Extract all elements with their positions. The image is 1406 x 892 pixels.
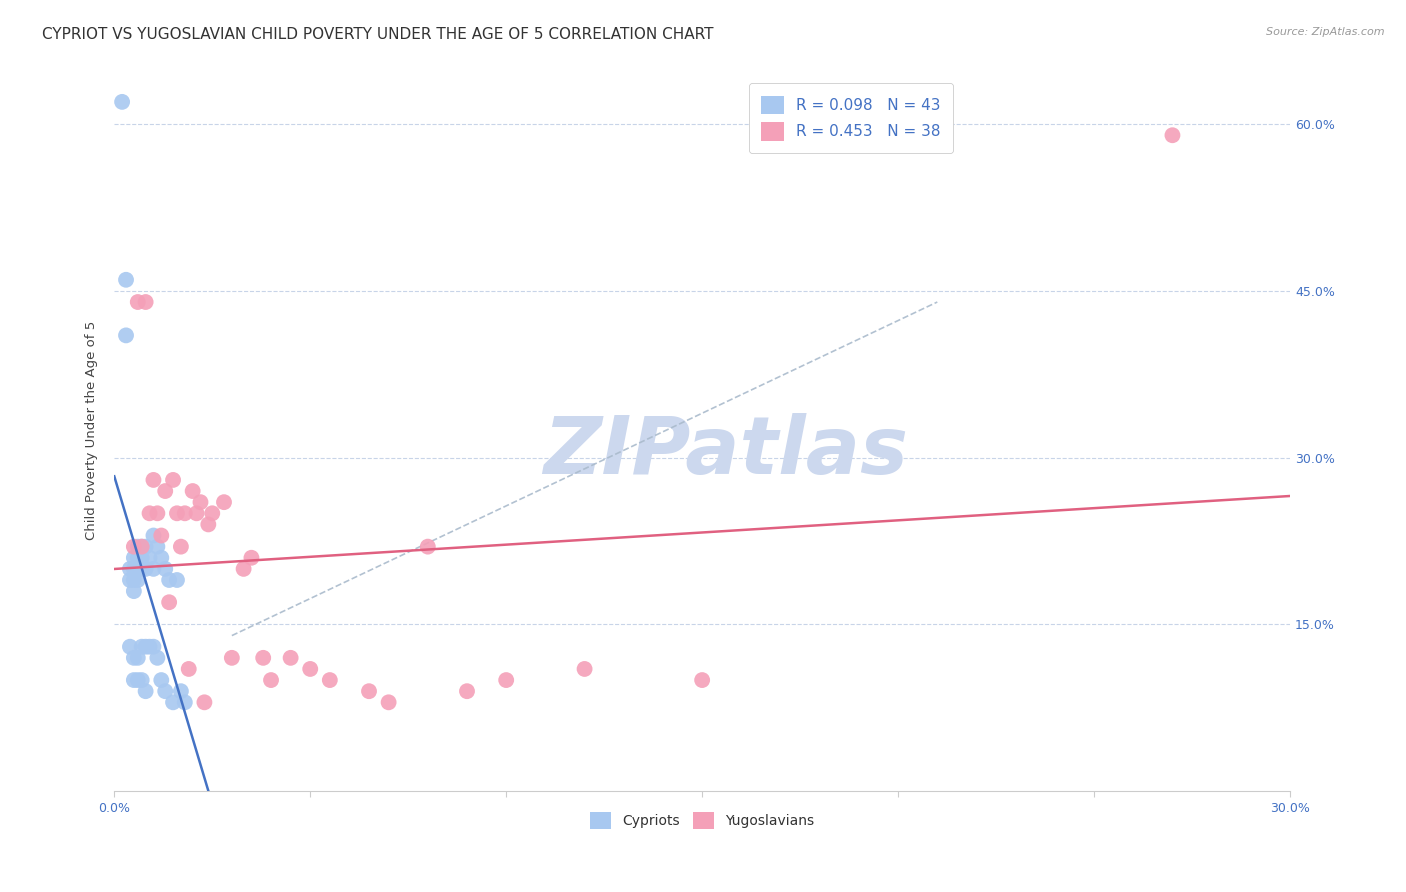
Point bbox=[1161, 128, 1184, 143]
Point bbox=[357, 684, 380, 698]
Point bbox=[157, 573, 180, 587]
Point bbox=[142, 528, 165, 542]
Point bbox=[377, 695, 399, 709]
Point bbox=[252, 650, 274, 665]
Point bbox=[232, 562, 254, 576]
Point bbox=[122, 550, 145, 565]
Point bbox=[122, 673, 145, 687]
Point bbox=[122, 562, 145, 576]
Point bbox=[135, 640, 157, 654]
Point bbox=[122, 573, 145, 587]
Point bbox=[212, 495, 235, 509]
Point bbox=[574, 662, 596, 676]
Point bbox=[150, 528, 173, 542]
Point bbox=[456, 684, 478, 698]
Text: Source: ZipAtlas.com: Source: ZipAtlas.com bbox=[1267, 27, 1385, 37]
Text: CYPRIOT VS YUGOSLAVIAN CHILD POVERTY UNDER THE AGE OF 5 CORRELATION CHART: CYPRIOT VS YUGOSLAVIAN CHILD POVERTY UND… bbox=[42, 27, 714, 42]
Point bbox=[138, 550, 160, 565]
Point bbox=[177, 662, 200, 676]
Point bbox=[299, 662, 322, 676]
Point bbox=[193, 695, 215, 709]
Point bbox=[131, 540, 153, 554]
Point bbox=[146, 650, 169, 665]
Point bbox=[170, 540, 193, 554]
Point bbox=[221, 650, 243, 665]
Point bbox=[138, 640, 160, 654]
Point bbox=[150, 550, 173, 565]
Point bbox=[127, 540, 149, 554]
Point bbox=[146, 506, 169, 520]
Point bbox=[150, 673, 173, 687]
Point bbox=[127, 673, 149, 687]
Point bbox=[135, 295, 157, 310]
Point bbox=[131, 562, 153, 576]
Point bbox=[131, 540, 153, 554]
Point bbox=[122, 540, 145, 554]
Point bbox=[127, 573, 149, 587]
Text: ZIPatlas: ZIPatlas bbox=[543, 413, 908, 491]
Point bbox=[118, 640, 141, 654]
Point bbox=[131, 640, 153, 654]
Point bbox=[173, 695, 195, 709]
Legend: Cypriots, Yugoslavians: Cypriots, Yugoslavians bbox=[585, 807, 820, 835]
Point bbox=[495, 673, 517, 687]
Point bbox=[142, 473, 165, 487]
Point bbox=[416, 540, 439, 554]
Point bbox=[142, 562, 165, 576]
Point bbox=[240, 550, 263, 565]
Point bbox=[319, 673, 342, 687]
Point bbox=[162, 695, 184, 709]
Point bbox=[131, 673, 153, 687]
Point bbox=[111, 95, 134, 109]
Y-axis label: Child Poverty Under the Age of 5: Child Poverty Under the Age of 5 bbox=[86, 320, 98, 540]
Point bbox=[127, 550, 149, 565]
Point bbox=[142, 640, 165, 654]
Point bbox=[260, 673, 283, 687]
Point bbox=[118, 562, 141, 576]
Point bbox=[201, 506, 224, 520]
Point bbox=[155, 562, 177, 576]
Point bbox=[173, 506, 195, 520]
Point bbox=[135, 540, 157, 554]
Point bbox=[122, 584, 145, 599]
Point bbox=[162, 473, 184, 487]
Point bbox=[197, 517, 219, 532]
Point bbox=[122, 650, 145, 665]
Point bbox=[157, 595, 180, 609]
Point bbox=[115, 328, 138, 343]
Point bbox=[190, 495, 212, 509]
Point bbox=[280, 650, 302, 665]
Point bbox=[146, 540, 169, 554]
Point bbox=[118, 573, 141, 587]
Point bbox=[127, 562, 149, 576]
Point bbox=[135, 562, 157, 576]
Point bbox=[155, 684, 177, 698]
Point bbox=[690, 673, 713, 687]
Point bbox=[166, 573, 188, 587]
Point bbox=[155, 484, 177, 499]
Point bbox=[115, 273, 138, 287]
Point bbox=[135, 684, 157, 698]
Point bbox=[181, 484, 204, 499]
Point bbox=[131, 550, 153, 565]
Point bbox=[127, 650, 149, 665]
Point bbox=[127, 295, 149, 310]
Point bbox=[138, 506, 160, 520]
Point bbox=[166, 506, 188, 520]
Point bbox=[170, 684, 193, 698]
Point bbox=[186, 506, 208, 520]
